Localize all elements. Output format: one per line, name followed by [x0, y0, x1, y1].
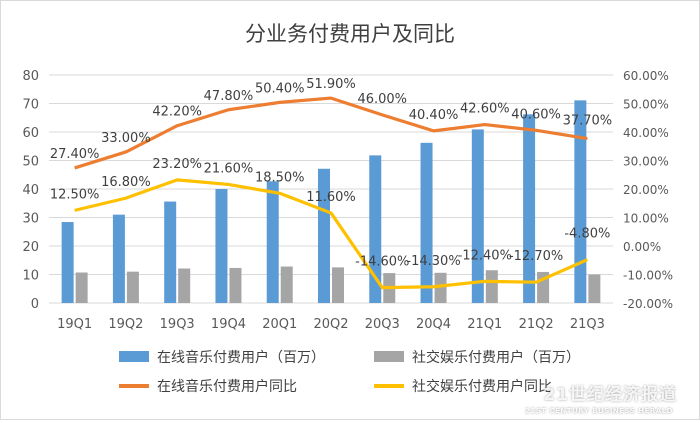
line-data-label: 23.20%	[152, 157, 202, 172]
line-data-label: 33.00%	[101, 131, 151, 146]
x-category-label: 19Q3	[160, 317, 195, 332]
bar-series-2	[434, 272, 447, 303]
x-category-label: 19Q4	[211, 317, 246, 332]
bar-series-2	[229, 267, 242, 303]
line-data-label: 12.50%	[50, 187, 100, 202]
legend-swatch	[119, 351, 149, 362]
y-left-tick-label: 40	[22, 183, 39, 198]
legend-swatch	[374, 351, 404, 362]
y-right-tick-label: -10.00%	[623, 269, 673, 283]
x-category-label: 21Q2	[519, 317, 554, 332]
x-category-label: 19Q2	[108, 317, 143, 332]
line-data-label: 16.80%	[101, 175, 151, 190]
line-data-label: -14.30%	[406, 254, 460, 269]
bar-series-1	[318, 168, 330, 303]
y-left-tick-label: 50	[22, 155, 39, 170]
line-data-label: 40.60%	[511, 107, 561, 122]
y-right-tick-label: 30.00%	[623, 155, 669, 169]
bar-series-1	[420, 142, 433, 303]
bar-series-2	[75, 272, 88, 303]
watermark-logo: 21世纪经济报道	[543, 385, 677, 405]
x-category-label: 19Q1	[57, 317, 92, 332]
legend-label: 社交娱乐付费用户（百万）	[412, 349, 580, 366]
bar-series-1	[369, 155, 382, 303]
y-left-tick-label: 10	[22, 269, 39, 284]
bar-series-1	[215, 189, 228, 303]
x-category-label: 20Q3	[365, 317, 400, 332]
legend-label: 在线音乐付费用户（百万）	[157, 349, 325, 366]
line-data-label: 11.60%	[306, 190, 356, 205]
x-category-label: 21Q3	[570, 317, 605, 332]
bar-series-2	[280, 266, 293, 303]
legend-label: 在线音乐付费用户同比	[157, 378, 297, 395]
y-left-tick-label: 60	[22, 126, 39, 141]
x-category-label: 21Q1	[467, 317, 502, 332]
line-series-2	[74, 178, 589, 290]
line-data-label: 21.60%	[204, 161, 254, 176]
bar-series-2	[126, 271, 139, 303]
y-right-tick-label: 20.00%	[623, 183, 669, 197]
bar-series-2	[485, 270, 498, 303]
bar-series-1	[112, 214, 125, 303]
line-data-label: 47.80%	[204, 89, 254, 104]
bar-series-1	[471, 129, 484, 303]
y-right-tick-label: -20.00%	[623, 297, 673, 311]
y-left-tick-label: 0	[31, 297, 39, 312]
line-data-label: 51.90%	[306, 77, 356, 92]
line-series-1	[74, 96, 588, 170]
bar-series-2	[332, 267, 344, 303]
y-right-tick-label: 0.00%	[623, 240, 661, 254]
line-data-label: 42.20%	[152, 105, 202, 120]
line-data-label: 18.50%	[255, 170, 305, 185]
y-right-tick-label: 50.00%	[623, 98, 669, 112]
x-category-label: 20Q1	[262, 317, 297, 332]
line-data-label: -4.80%	[564, 227, 610, 242]
line-data-label: -12.70%	[509, 249, 563, 264]
line-data-label: 46.00%	[357, 92, 407, 107]
y-left-tick-label: 30	[22, 212, 39, 227]
x-category-label: 20Q2	[313, 317, 348, 332]
line-data-label: 42.60%	[460, 102, 510, 117]
y-left-tick-label: 20	[22, 240, 39, 255]
y-right-tick-label: 10.00%	[623, 212, 669, 226]
y-right-tick-label: 60.00%	[623, 69, 669, 83]
bar-series-1	[164, 201, 177, 303]
line-data-label: 40.40%	[409, 108, 459, 123]
bar-series-2	[178, 268, 191, 303]
x-category-label: 20Q4	[416, 317, 451, 332]
bar-series-1	[574, 100, 587, 304]
line-data-label: -12.40%	[458, 248, 512, 263]
legend-label: 社交娱乐付费用户同比	[412, 378, 552, 395]
watermark-subtitle: 21ST CENTURY BUSINESS HERALD	[525, 407, 673, 415]
bar-series-1	[523, 114, 536, 303]
y-left-tick-label: 70	[22, 98, 39, 113]
line-data-label: 50.40%	[255, 81, 305, 96]
line-data-label: 37.70%	[563, 114, 613, 129]
line-data-label: -14.60%	[355, 255, 409, 270]
chart-title: 分业务付费用户及同比	[245, 22, 455, 46]
y-right-tick-label: 40.00%	[623, 126, 669, 140]
bar-series-1	[61, 222, 74, 303]
bar-series-2	[588, 274, 601, 303]
line-data-label: 27.40%	[50, 147, 100, 162]
bar-series-1	[266, 181, 279, 303]
y-left-tick-label: 80	[22, 69, 39, 84]
